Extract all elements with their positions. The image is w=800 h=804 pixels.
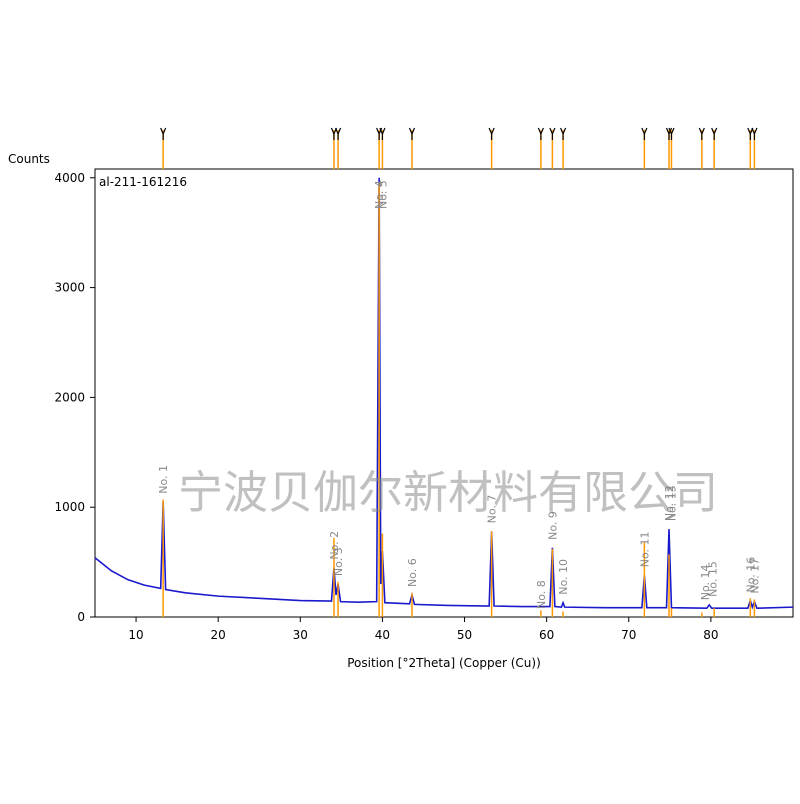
peak-label: No. 1 bbox=[157, 465, 170, 494]
x-tick-label: 30 bbox=[293, 628, 308, 642]
reference-marker-head bbox=[160, 127, 167, 140]
peak-label: No. 2 bbox=[328, 531, 341, 560]
peak-label: No. 10 bbox=[557, 559, 570, 595]
x-axis-label: Position [°2Theta] (Copper (Cu)) bbox=[347, 656, 541, 670]
reference-marker-head bbox=[560, 127, 567, 140]
reference-marker-head bbox=[668, 127, 675, 140]
x-tick-label: 20 bbox=[211, 628, 226, 642]
peak-label: No. 8 bbox=[535, 580, 548, 609]
x-tick-label: 70 bbox=[621, 628, 636, 642]
reference-marker-head bbox=[549, 127, 556, 140]
y-tick-label: 1000 bbox=[54, 500, 85, 514]
peak-label: No. 13 bbox=[665, 485, 678, 521]
peak-label: No. 6 bbox=[406, 558, 419, 587]
reference-marker-head bbox=[379, 127, 386, 140]
x-tick-label: 60 bbox=[539, 628, 554, 642]
peak-label: No. 17 bbox=[748, 558, 761, 594]
y-tick-label: 4000 bbox=[54, 171, 85, 185]
peak-label: No. 5 bbox=[376, 180, 389, 209]
peak-label: No. 16 bbox=[744, 557, 757, 593]
reference-marker-head bbox=[408, 127, 416, 140]
reference-marker-head bbox=[537, 127, 544, 140]
reference-marker-head bbox=[747, 127, 754, 140]
reference-marker-head bbox=[488, 127, 495, 140]
reference-marker-head bbox=[665, 127, 673, 140]
y-axis-label: Counts bbox=[8, 152, 50, 166]
watermark: 宁波贝伽尔新材料有限公司 bbox=[178, 466, 718, 519]
plot-frame bbox=[94, 168, 794, 618]
y-tick-label: 3000 bbox=[54, 281, 85, 295]
pattern-line bbox=[94, 177, 794, 610]
reference-marker-head bbox=[641, 127, 648, 140]
peak-label: No. 12 bbox=[663, 485, 676, 521]
peak-label: No. 7 bbox=[486, 495, 499, 524]
peak-label: No. 4 bbox=[373, 180, 386, 209]
reference-marker-head bbox=[751, 127, 758, 140]
x-tick-label: 50 bbox=[457, 628, 472, 642]
peak-label: No. 15 bbox=[707, 561, 720, 597]
x-tick-label: 10 bbox=[128, 628, 143, 642]
reference-marker-head bbox=[698, 127, 705, 140]
x-tick-label: 40 bbox=[375, 628, 390, 642]
peak-label: No. 9 bbox=[546, 511, 559, 540]
reference-marker-head bbox=[335, 127, 342, 140]
reference-marker-head bbox=[711, 127, 718, 140]
x-tick-label: 80 bbox=[703, 628, 718, 642]
peak-label: No. 11 bbox=[638, 532, 651, 568]
y-tick-label: 0 bbox=[77, 610, 85, 624]
reference-marker-head bbox=[330, 127, 338, 140]
peak-label: No. 14 bbox=[699, 564, 712, 600]
peak-label: No. 3 bbox=[332, 547, 345, 576]
sample-name: al-211-161216 bbox=[99, 175, 187, 189]
y-tick-label: 2000 bbox=[54, 390, 85, 404]
